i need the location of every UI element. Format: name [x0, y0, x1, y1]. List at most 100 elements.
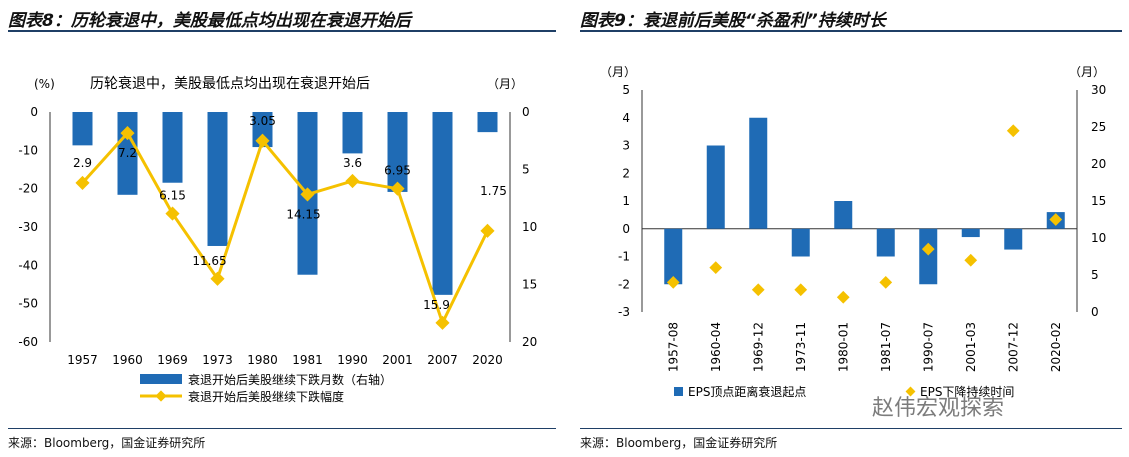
left-chart: 历轮衰退中，美股最低点均出现在衰退开始后 (%) （月） 0 -10 -20 -30 -40 -…	[18, 75, 537, 404]
legend-swatch-bar	[140, 374, 182, 384]
data-label: 3.05	[249, 114, 276, 128]
left-y-tick: -50	[18, 297, 38, 311]
x-tick-label: 1981	[292, 353, 323, 367]
scatter-point	[794, 283, 808, 297]
left-y-tick: 0	[622, 222, 630, 236]
right-y-tick: 5	[522, 163, 530, 177]
bar	[72, 112, 93, 146]
x-tick-label: 2020-02	[1049, 322, 1063, 372]
left-y-tick: 3	[622, 139, 630, 153]
left-axis-unit: (%)	[34, 77, 55, 91]
x-tick-label: 1969	[157, 353, 188, 367]
bar	[834, 201, 853, 229]
x-tick-label: 1973	[202, 353, 233, 367]
bar	[207, 112, 228, 246]
right-y-tick: 5	[1091, 268, 1099, 282]
x-tick-label: 1980-01	[836, 322, 850, 372]
right-y-tick: 0	[522, 105, 530, 119]
right-y-tick: 0	[1091, 305, 1099, 319]
left-axis-unit: （月）	[600, 65, 636, 79]
scatter-point	[836, 290, 850, 304]
line-point	[435, 315, 450, 330]
x-tick-label: 1973-11	[794, 322, 808, 372]
x-tick-label: 1981-07	[879, 322, 893, 372]
line-point	[165, 206, 180, 221]
chart-title: 历轮衰退中，美股最低点均出现在衰退开始后	[90, 75, 370, 92]
legend-label: EPS下降持续时间	[920, 384, 1014, 399]
right-y-tick: 15	[1091, 194, 1106, 208]
data-label: 2.9	[73, 156, 92, 170]
bar	[387, 112, 408, 192]
right-footer-rule	[580, 428, 1122, 429]
data-label: 14.15	[286, 207, 320, 221]
left-y-tick: -2	[618, 277, 630, 291]
watermark-text: 赵伟宏观探索	[872, 396, 1005, 421]
data-label: 7.2	[118, 146, 137, 160]
bar	[919, 228, 938, 285]
bar	[706, 145, 725, 229]
scatter-point	[751, 283, 765, 297]
x-tick-label: 1990-07	[921, 322, 935, 372]
x-tick-label: 1960	[112, 353, 143, 367]
line-point	[390, 181, 405, 196]
scatter-point	[709, 261, 723, 274]
bar	[342, 112, 363, 154]
left-title-rule	[8, 30, 556, 32]
right-source: 来源：Bloomberg，国金证券研究所	[580, 436, 778, 450]
bar	[252, 112, 273, 148]
right-y-tick: 20	[1091, 157, 1106, 171]
left-source: 来源：Bloomberg，国金证券研究所	[8, 436, 206, 450]
bar	[162, 112, 183, 183]
data-label: 15.9	[423, 298, 450, 312]
left-y-tick: -30	[18, 220, 38, 234]
x-tick-label: 1957	[67, 353, 98, 367]
x-tick-label: 2001	[382, 353, 413, 367]
left-y-tick: 5	[622, 83, 630, 97]
data-label: 6.95	[384, 164, 411, 178]
legend-swatch-bar	[674, 387, 683, 396]
line-point	[210, 271, 225, 286]
legend-swatch-marker	[155, 390, 167, 402]
left-y-tick: -3	[618, 305, 630, 319]
x-tick-label: 2007	[427, 353, 458, 367]
x-tick-label: 1957-08	[666, 322, 680, 372]
right-panel-title: 图表9：衰退前后美股“杀盈利”持续时长	[580, 11, 886, 31]
bar	[876, 228, 895, 257]
right-y-tick: 10	[1091, 231, 1106, 245]
left-y-tick: -20	[18, 182, 38, 196]
bar	[961, 228, 980, 238]
right-y-tick: 25	[1091, 120, 1106, 134]
left-y-tick: -10	[18, 143, 38, 157]
left-footer-rule	[8, 428, 556, 429]
scatter-point	[1006, 124, 1020, 138]
bar	[432, 112, 453, 295]
data-label: 11.65	[192, 254, 226, 268]
left-y-tick: -60	[18, 335, 38, 349]
legend-swatch-marker	[905, 386, 916, 397]
left-y-tick: 2	[622, 166, 630, 180]
legend-label: EPS顶点距离衰退起点	[688, 384, 806, 399]
data-label: 1.75	[480, 184, 507, 198]
line-series	[81, 130, 489, 327]
x-tick-label: 1969-12	[751, 322, 765, 372]
x-tick-label: 1990	[337, 353, 368, 367]
x-tick-label: 1960-04	[709, 322, 723, 372]
left-y-tick: 1	[622, 194, 630, 208]
right-axis-unit: （月）	[487, 77, 523, 91]
left-y-tick: -40	[18, 258, 38, 272]
data-label: 6.15	[159, 189, 186, 203]
x-tick-label: 2001-03	[964, 322, 978, 372]
bar	[664, 228, 683, 285]
x-tick-label: 1980	[247, 353, 278, 367]
line-point	[300, 187, 315, 202]
right-y-tick: 10	[522, 220, 537, 234]
line-point	[255, 133, 270, 148]
legend-label: 衰退开始后美股继续下跌月数（右轴）	[188, 372, 392, 387]
bar	[749, 117, 768, 229]
scatter-point	[964, 253, 978, 267]
right-axis-unit: （月）	[1069, 65, 1105, 79]
data-label: 3.6	[343, 156, 362, 170]
right-y-tick: 20	[522, 335, 537, 349]
x-tick-label: 2007-12	[1006, 322, 1020, 372]
